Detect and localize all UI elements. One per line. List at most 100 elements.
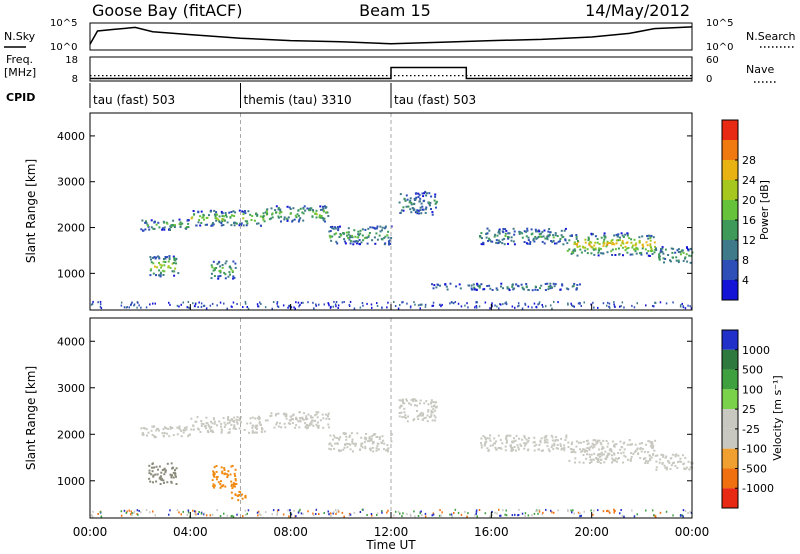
power-cell bbox=[222, 219, 225, 222]
power-cell bbox=[562, 243, 565, 246]
power-cell bbox=[345, 231, 348, 234]
power-cell bbox=[600, 236, 603, 239]
power-cell bbox=[150, 219, 153, 222]
velocity-cell bbox=[351, 438, 354, 441]
power-cell bbox=[241, 210, 244, 213]
power-cell bbox=[414, 303, 416, 306]
power-cell bbox=[152, 302, 154, 305]
velocity-cell bbox=[272, 509, 275, 512]
velocity-cell bbox=[427, 403, 430, 406]
power-cell bbox=[498, 232, 501, 235]
power-cell bbox=[152, 262, 155, 265]
velocity-cell bbox=[544, 435, 547, 438]
power-cell bbox=[365, 236, 368, 239]
power-cell bbox=[186, 219, 189, 222]
velocity-cell bbox=[148, 472, 151, 475]
velocity-cell bbox=[690, 461, 693, 464]
power-cell bbox=[498, 228, 501, 231]
power-cell bbox=[645, 241, 648, 244]
power-cell bbox=[640, 253, 643, 256]
power-cell bbox=[339, 234, 342, 237]
power-cell bbox=[369, 226, 372, 229]
velocity-cell bbox=[596, 440, 599, 443]
velocity-cell bbox=[610, 454, 613, 457]
velocity-cell bbox=[542, 449, 544, 452]
velocity-cell bbox=[398, 412, 401, 414]
velocity-cell bbox=[410, 403, 413, 406]
velocity-cell bbox=[532, 441, 535, 444]
power-colorbar-segment bbox=[722, 180, 738, 200]
power-cell bbox=[415, 192, 418, 195]
velocity-cell bbox=[273, 426, 276, 429]
power-cell bbox=[476, 283, 479, 286]
power-cell bbox=[178, 218, 181, 221]
velocity-cell bbox=[505, 438, 508, 441]
velocity-cell bbox=[651, 509, 654, 512]
power-cell bbox=[505, 301, 507, 304]
velocity-cell bbox=[506, 440, 508, 443]
power-cell bbox=[611, 243, 614, 246]
power-cell bbox=[550, 286, 553, 289]
power-cell bbox=[614, 248, 617, 251]
velocity-cell bbox=[592, 513, 594, 516]
velocity-cell bbox=[223, 469, 226, 471]
velocity-cell bbox=[153, 435, 156, 437]
velocity-cell bbox=[641, 448, 644, 450]
power-cell bbox=[329, 226, 332, 228]
power-cell bbox=[473, 288, 476, 291]
velocity-cell bbox=[310, 423, 313, 426]
power-cell bbox=[384, 235, 387, 238]
velocity-cell bbox=[188, 433, 191, 436]
velocity-cell bbox=[638, 442, 641, 445]
velocity-cell bbox=[430, 402, 432, 405]
velocity-cell bbox=[376, 512, 379, 515]
velocity-cell bbox=[219, 486, 222, 489]
velocity-cell bbox=[290, 418, 293, 420]
power-cell bbox=[575, 234, 578, 236]
power-cell bbox=[635, 242, 638, 245]
power-cell bbox=[212, 222, 214, 225]
power-cell bbox=[631, 246, 634, 249]
velocity-cell bbox=[170, 474, 173, 477]
velocity-cell bbox=[159, 483, 162, 485]
velocity-cell bbox=[586, 453, 588, 456]
power-cell bbox=[162, 269, 165, 272]
velocity-cell bbox=[226, 514, 228, 517]
power-cell bbox=[306, 207, 309, 210]
cpid-label: CPID bbox=[6, 91, 35, 104]
power-cell bbox=[602, 302, 605, 305]
power-cell bbox=[480, 283, 483, 286]
velocity-cell bbox=[152, 481, 154, 484]
power-cell bbox=[517, 305, 519, 308]
velocity-cell bbox=[254, 417, 257, 420]
velocity-cell bbox=[196, 427, 199, 430]
velocity-cell bbox=[238, 419, 241, 422]
power-cell bbox=[220, 222, 223, 224]
power-cell bbox=[587, 239, 590, 242]
velocity-cell bbox=[323, 512, 325, 514]
power-cell bbox=[593, 253, 596, 256]
nsky-label: N.Sky bbox=[4, 30, 36, 43]
velocity-cell bbox=[430, 413, 433, 416]
velocity-cell bbox=[156, 428, 158, 430]
power-cell bbox=[541, 230, 544, 233]
velocity-cell bbox=[581, 450, 584, 452]
power-cell bbox=[417, 304, 420, 307]
power-cell bbox=[418, 193, 421, 196]
velocity-cell bbox=[425, 400, 428, 403]
velocity-cell bbox=[227, 416, 230, 418]
velocity-cell bbox=[531, 514, 533, 517]
velocity-cell bbox=[571, 441, 574, 444]
velocity-cell bbox=[630, 455, 633, 458]
power-cell bbox=[478, 286, 481, 289]
power-cell bbox=[417, 209, 420, 212]
power-colorbar-tick-label: 24 bbox=[742, 174, 756, 187]
velocity-cell bbox=[234, 468, 237, 471]
power-cell bbox=[557, 240, 560, 243]
power-cell bbox=[163, 221, 166, 224]
power-cell bbox=[559, 288, 562, 291]
power-cell bbox=[347, 236, 350, 239]
power-cell bbox=[221, 264, 224, 266]
velocity-cell bbox=[554, 439, 557, 442]
power-cell bbox=[242, 217, 245, 220]
